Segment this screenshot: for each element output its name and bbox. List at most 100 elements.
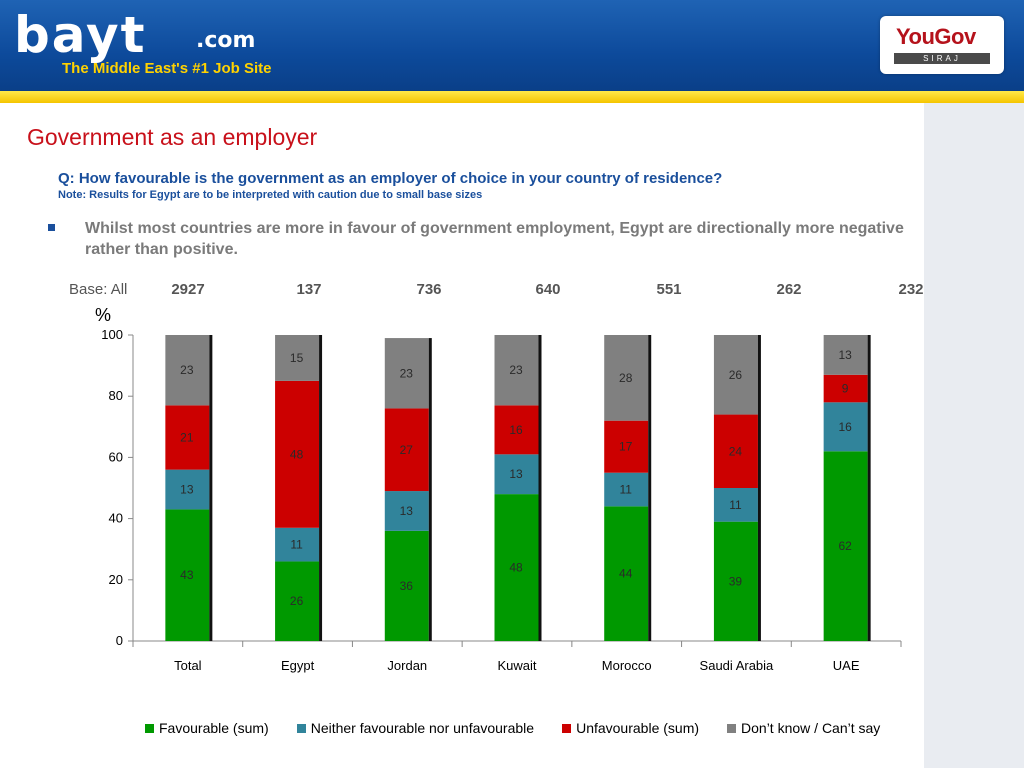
bar-segment: [494, 494, 539, 641]
y-tick-label: 0: [116, 633, 123, 648]
bullet-icon: [48, 224, 55, 231]
bar-segment: [604, 506, 649, 641]
y-tick-label: 60: [109, 449, 123, 464]
yougov-logo: YouGov SIRAJ: [880, 16, 1004, 74]
bar-shadow: [319, 335, 323, 641]
data-label: 13: [838, 348, 852, 362]
legend-label: Neither favourable nor unfavourable: [310, 720, 535, 736]
base-value: 640: [535, 281, 561, 298]
data-label: 44: [619, 567, 633, 581]
survey-question: Q: How favourable is the government as a…: [58, 170, 723, 187]
bar-segment: [275, 335, 320, 381]
data-label: 48: [509, 561, 523, 575]
legend-label: Favourable (sum): [159, 720, 269, 736]
survey-note: Note: Results for Egypt are to be interp…: [58, 189, 483, 201]
data-label: 15: [290, 351, 304, 365]
data-label: 13: [180, 483, 194, 497]
base-value: 551: [656, 281, 682, 298]
chart-legend: Favourable (sum) Neither favourable nor u…: [145, 720, 880, 736]
base-value: 736: [416, 281, 442, 298]
slide-content: [0, 103, 924, 768]
bar-segment: [165, 335, 210, 406]
bar-segment: [713, 488, 758, 522]
bayt-logo-suffix: .com: [196, 28, 256, 53]
legend-item: Neither favourable nor unfavourable: [296, 720, 535, 736]
bar-segment: [823, 402, 868, 452]
data-label: 17: [619, 440, 633, 454]
bar-shadow: [648, 335, 652, 641]
slide-title: Government as an employer: [27, 124, 318, 150]
bar-segment: [823, 451, 868, 641]
bar-segment: [384, 338, 429, 409]
y-tick-label: 40: [109, 511, 123, 526]
legend-item: Favourable (sum): [145, 720, 269, 736]
bar-segment: [384, 530, 429, 641]
legend-item: Unfavourable (sum): [562, 720, 699, 736]
x-tick-label: UAE: [833, 658, 860, 673]
bayt-logo: bayt: [14, 6, 147, 64]
unit-label: %: [95, 305, 112, 325]
base-value: 2927: [171, 281, 205, 298]
data-label: 13: [509, 467, 523, 481]
bar-shadow: [538, 335, 542, 641]
bar-shadow: [209, 335, 213, 641]
header-stripe: [0, 91, 1024, 103]
x-tick-label: Kuwait: [497, 658, 536, 673]
data-label: 23: [509, 363, 523, 377]
data-label: 16: [838, 420, 852, 434]
bar-segment: [823, 335, 868, 375]
bar-segment: [713, 521, 758, 641]
bar-segment: [275, 561, 320, 641]
bar-shadow: [757, 335, 761, 641]
bullet-text: Whilst most countries are more in favour…: [85, 220, 904, 258]
x-tick-label: Saudi Arabia: [700, 658, 774, 673]
y-tick-label: 100: [101, 327, 123, 342]
bar-segment: [713, 335, 758, 415]
data-label: 26: [290, 594, 304, 608]
legend-label: Unfavourable (sum): [576, 720, 700, 736]
data-label: 36: [400, 579, 414, 593]
bar-segment: [494, 405, 539, 455]
base-value: 232: [898, 281, 924, 298]
bar-segment: [494, 454, 539, 495]
base-label: Base: All: [69, 281, 128, 298]
base-value: 137: [296, 281, 322, 298]
bar-segment: [713, 414, 758, 488]
bar-segment: [604, 472, 649, 507]
bar-segment: [823, 374, 868, 403]
x-tick-label: Morocco: [602, 658, 652, 673]
x-tick-label: Jordan: [387, 658, 427, 673]
bar-shadow: [428, 338, 432, 641]
legend-swatch: [145, 723, 154, 733]
tagline: The Middle East's #1 Job Site: [62, 60, 272, 77]
bar-segment: [384, 408, 429, 492]
bar-segment: [604, 335, 649, 421]
data-label: 62: [838, 539, 852, 553]
bar-segment: [165, 509, 210, 641]
data-label: 39: [729, 574, 743, 588]
legend-item: Don’t know / Can’t say: [727, 720, 880, 736]
y-tick-label: 20: [109, 572, 123, 587]
data-label: 11: [619, 483, 632, 497]
legend-swatch: [727, 723, 737, 733]
data-label: 9: [842, 382, 849, 396]
bar-segment: [165, 469, 210, 510]
x-tick-label: Total: [174, 658, 202, 673]
x-tick-label: Egypt: [281, 658, 315, 673]
data-label: 21: [180, 431, 194, 445]
y-tick-label: 80: [109, 388, 123, 403]
bar-shadow: [867, 335, 871, 641]
data-label: 11: [290, 538, 303, 552]
bar-segment: [384, 491, 429, 531]
data-label: 28: [619, 371, 633, 385]
data-label: 48: [290, 447, 304, 461]
data-label: 27: [400, 443, 414, 457]
base-value: 262: [776, 281, 802, 298]
data-label: 13: [400, 504, 414, 518]
bar-segment: [604, 420, 649, 473]
data-label: 23: [180, 363, 194, 377]
bar-segment: [165, 405, 210, 470]
yougov-logo-name: YouGov: [896, 24, 976, 49]
data-label: 24: [729, 444, 743, 458]
